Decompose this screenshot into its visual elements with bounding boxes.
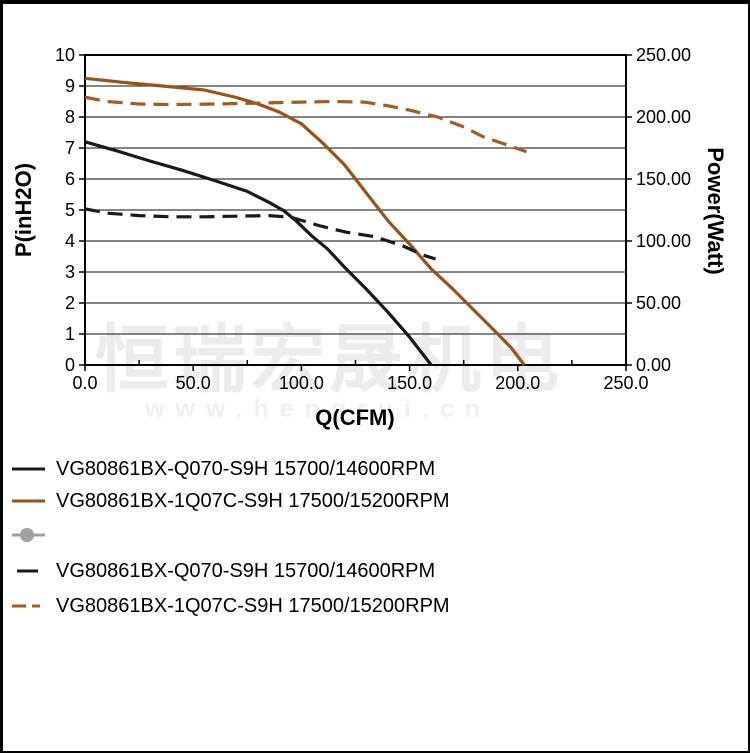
right-axis-tick-label: 250.00 — [636, 45, 691, 65]
left-axis-tick-label: 1 — [65, 324, 75, 344]
right-axis-tick-label: 150.00 — [636, 169, 691, 189]
fan-performance-chart: 0123456789100.0050.00100.00150.00200.002… — [55, 45, 691, 393]
series-pressure-curve — [84, 140, 433, 366]
legend-dash-line-icon — [17, 569, 47, 573]
legend-solid-line-icon — [12, 499, 45, 503]
left-axis-tick-label: 10 — [55, 45, 75, 65]
left-axis-tick-label: 9 — [65, 76, 75, 96]
watermark-url-text: www.hengrui.cn — [145, 395, 492, 423]
left-axis-tick-label: 2 — [65, 293, 75, 313]
legend-dash2-line-icon — [12, 604, 45, 608]
left-axis-tick-label: 5 — [65, 200, 75, 220]
legend-item-2 — [11, 521, 56, 549]
left-axis-tick-label: 7 — [65, 138, 75, 158]
legend-item-0: VG80861BX-Q070-S9H 15700/14600RPM — [11, 455, 435, 483]
series-pressure-curve — [84, 76, 526, 366]
x-axis-tick-label: 100.0 — [279, 373, 324, 393]
right-axis-tick-label: 100.00 — [636, 231, 691, 251]
legend-marker-icon — [12, 528, 45, 542]
legend-item-label: VG80861BX-1Q07C-S9H 17500/15200RPM — [56, 594, 450, 617]
x-axis-tick-label: 250.0 — [603, 373, 648, 393]
legend-item-label: VG80861BX-1Q07C-S9H 17500/15200RPM — [56, 489, 450, 512]
x-axis-tick-label: 150.0 — [387, 373, 432, 393]
series-power-curve — [84, 95, 528, 154]
left-axis-tick-label: 0 — [65, 355, 75, 375]
right-axis-tick-label: 50.00 — [636, 293, 681, 313]
watermark-chinese-text: 恒瑞宏晟机电 — [95, 318, 563, 401]
left-axis-tick-label: 6 — [65, 169, 75, 189]
legend-item-label: VG80861BX-Q070-S9H 15700/14600RPM — [56, 457, 436, 480]
left-axis-tick-label: 3 — [65, 262, 75, 282]
right-axis-tick-label: 0.00 — [636, 355, 671, 375]
right-axis-tick-label: 200.00 — [636, 107, 691, 127]
left-axis-tick-label: 8 — [65, 107, 75, 127]
legend-item-1: VG80861BX-1Q07C-S9H 17500/15200RPM — [11, 487, 450, 515]
legend-item-label: VG80861BX-Q070-S9H 15700/14600RPM — [56, 559, 436, 582]
x-axis-tick-label: 50.0 — [176, 373, 211, 393]
x-axis-tick-label: 0.0 — [72, 373, 97, 393]
left-axis-tick-label: 4 — [65, 231, 75, 251]
left-axis-title: P(inH2O) — [11, 162, 36, 258]
legend-item-4: VG80861BX-1Q07C-S9H 17500/15200RPM — [11, 592, 450, 620]
x-axis-tick-label: 200.0 — [495, 373, 540, 393]
legend-solid-line-icon — [12, 467, 45, 471]
series-power-curve — [84, 207, 437, 261]
legend-item-3: VG80861BX-Q070-S9H 15700/14600RPM — [11, 557, 435, 585]
right-axis-title: Power(Watt) — [703, 147, 728, 275]
x-axis-title: Q(CFM) — [315, 405, 395, 430]
